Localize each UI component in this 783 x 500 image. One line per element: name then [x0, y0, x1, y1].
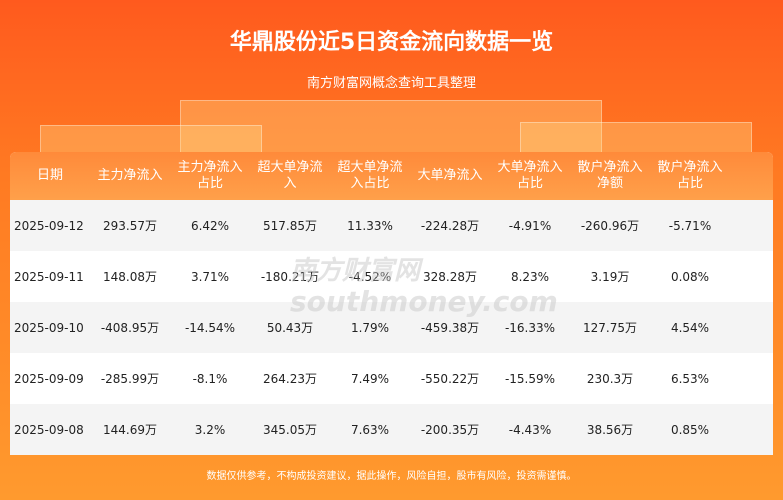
table-cell: -5.71%	[668, 218, 712, 233]
header-cell: 超大单净流入占比	[330, 152, 410, 200]
table-cell: 6.53%	[670, 371, 710, 386]
table-cell: 2025-09-12	[14, 218, 84, 233]
table-cell: 2025-09-10	[14, 320, 84, 335]
table-cell: 517.85万	[263, 219, 317, 233]
decoration	[180, 100, 602, 162]
table-cell: -4.43%	[508, 422, 552, 437]
table-row: 2025-09-08 144.69万 3.2% 345.05万 7.63% -200.35…	[10, 404, 773, 455]
table-row: 2025-09-11 148.08万 3.71% -180.21万 -4.52% 328.…	[10, 251, 773, 302]
header-text: 超大单净流入占比	[337, 160, 403, 191]
disclaimer: 数据仅供参考，不构成投资建议，据此操作，风险自担，股市有风险，投资需谨慎。	[206, 471, 577, 482]
table-cell: 3.2%	[194, 422, 226, 437]
table-cell: 2025-09-09	[14, 371, 84, 386]
header-cell: 大单净流入	[410, 152, 490, 200]
table-cell: -224.28万	[420, 219, 480, 233]
table: 日期 主力净流入 主力净流入占比 超大单净流入 超大单净流入占比 大单净流入 大单净流入占比…	[10, 152, 773, 455]
header-cell: 散户净流入占比	[650, 152, 730, 200]
table-cell: -260.96万	[580, 219, 640, 233]
table-cell: -408.95万	[100, 321, 160, 335]
table-cell: -8.1%	[192, 371, 228, 386]
table-cell: 2025-09-08	[14, 422, 84, 437]
table-row: 2025-09-09 -285.99万 -8.1% 264.23万 7.49% -550.…	[10, 353, 773, 404]
header-cell: 主力净流入	[90, 152, 170, 200]
header-cell: 日期	[10, 152, 90, 200]
table-cell: 4.54%	[670, 320, 710, 335]
header-cell: 散户净流入净额	[570, 152, 650, 200]
table-cell: -4.91%	[508, 218, 552, 233]
table-row: 2025-09-12 293.57万 6.42% 517.85万 11.33% -224.…	[10, 200, 773, 251]
table-cell: 328.28万	[423, 270, 477, 284]
table-cell: 0.85%	[670, 422, 710, 437]
table-cell: -550.22万	[420, 372, 480, 386]
header-cell: 主力净流入占比	[170, 152, 250, 200]
header-text: 超大单净流入	[257, 160, 323, 191]
table-cell: -459.38万	[420, 321, 480, 335]
table-cell: 8.23%	[510, 269, 550, 284]
header-text: 日期	[36, 168, 63, 183]
table-cell: -200.35万	[420, 423, 480, 437]
table-cell: 1.79%	[350, 320, 390, 335]
table-cell: 7.63%	[350, 422, 390, 437]
table-cell: -14.54%	[184, 320, 236, 335]
table-cell: 293.57万	[103, 219, 157, 233]
table-cell: -4.52%	[348, 269, 392, 284]
header-cell: 大单净流入占比	[490, 152, 570, 200]
table-cell: -16.33%	[504, 320, 556, 335]
table-cell: 148.08万	[103, 270, 157, 284]
header-text: 大单净流入占比	[497, 160, 563, 191]
table-body: 2025-09-12 293.57万 6.42% 517.85万 11.33% -224.…	[10, 200, 773, 455]
table-cell: -180.21万	[260, 270, 320, 284]
header-text: 大单净流入	[417, 168, 483, 183]
table-cell: -15.59%	[504, 371, 556, 386]
table-cell: 345.05万	[263, 423, 317, 437]
header-row: 日期 主力净流入 主力净流入占比 超大单净流入 超大单净流入占比 大单净流入 大单净流入占比…	[10, 152, 773, 200]
table-cell: 11.33%	[347, 218, 393, 233]
table-cell: -285.99万	[100, 372, 160, 386]
table-cell: 3.71%	[190, 269, 230, 284]
table-cell: 3.19万	[590, 270, 630, 284]
header-text: 主力净流入	[97, 168, 163, 183]
table-cell: 50.43万	[266, 321, 314, 335]
header-text: 主力净流入占比	[177, 160, 243, 191]
table-row: 2025-09-10 -408.95万 -14.54% 50.43万 1.79% -459…	[10, 302, 773, 353]
table-cell: 144.69万	[103, 423, 157, 437]
table-cell: 0.08%	[670, 269, 710, 284]
subtitle: 南方财富网概念查询工具整理	[306, 76, 476, 91]
header-text: 散户净流入净额	[577, 160, 643, 191]
header-text: 散户净流入占比	[657, 160, 723, 191]
table-cell: 230.3万	[586, 372, 634, 386]
title: 华鼎股份近5日资金流向数据一览	[229, 30, 554, 55]
table-cell: 2025-09-11	[14, 269, 84, 284]
table-cell: 127.75万	[583, 321, 637, 335]
table-cell: 38.56万	[586, 423, 634, 437]
table-cell: 264.23万	[263, 372, 317, 386]
table-cell: 6.42%	[190, 218, 230, 233]
header-cell: 超大单净流入	[250, 152, 330, 200]
table-cell: 7.49%	[350, 371, 390, 386]
